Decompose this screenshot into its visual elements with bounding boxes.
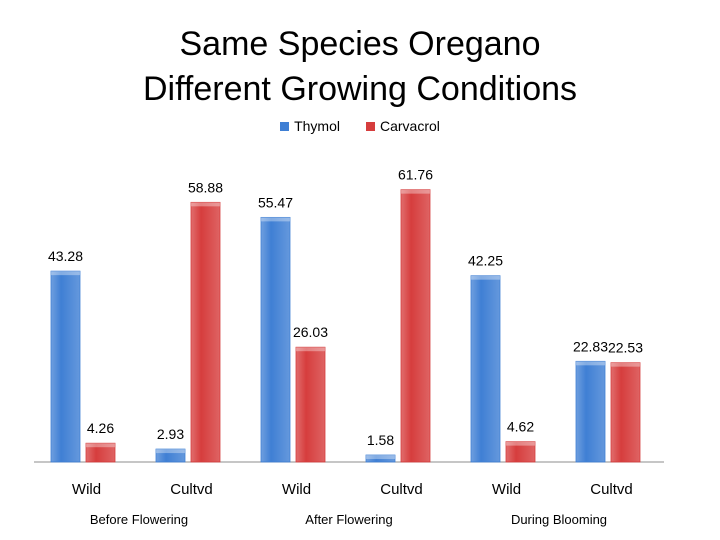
bar-carvacrol-1 xyxy=(190,201,221,463)
bar-thymol-4 xyxy=(470,275,501,463)
category-label-0: Wild xyxy=(72,481,101,498)
category-label-2: Wild xyxy=(282,481,311,498)
bar-carvacrol-4 xyxy=(505,441,536,463)
bar-top-highlight-carvacrol-3 xyxy=(401,189,430,194)
bar-top-highlight-carvacrol-2 xyxy=(296,347,325,352)
category-label-3: Cultvd xyxy=(380,481,423,498)
legend-item-carvacrol: Carvacrol xyxy=(366,118,440,134)
category-label-4: Wild xyxy=(492,481,521,498)
group-label-1: After Flowering xyxy=(305,512,392,527)
legend-item-thymol: Thymol xyxy=(280,118,340,134)
bar-top-highlight-thymol-3 xyxy=(366,455,395,460)
chart-title-line-2: Different Growing Conditions xyxy=(142,70,578,108)
bar-thymol-5 xyxy=(575,360,606,463)
category-label-1: Cultvd xyxy=(170,481,213,498)
group-label-0: Before Flowering xyxy=(90,512,188,527)
group-label-2: During Blooming xyxy=(511,512,607,527)
bar-top-highlight-carvacrol-1 xyxy=(191,202,220,207)
bar-top-highlight-thymol-0 xyxy=(51,271,80,276)
data-label-thymol-0: 43.28 xyxy=(48,248,83,264)
bar-top-highlight-carvacrol-5 xyxy=(611,362,640,367)
bar-top-highlight-carvacrol-4 xyxy=(506,441,535,446)
data-label-carvacrol-0: 4.26 xyxy=(87,420,114,436)
data-label-carvacrol-2: 26.03 xyxy=(293,324,328,340)
data-label-thymol-4: 42.25 xyxy=(468,253,503,269)
data-label-carvacrol-5: 22.53 xyxy=(608,340,643,356)
chart-title-line-1: Same Species Oregano xyxy=(179,25,541,63)
data-label-thymol-1: 2.93 xyxy=(157,426,184,442)
bar-top-highlight-carvacrol-0 xyxy=(86,443,115,448)
category-label-5: Cultvd xyxy=(590,481,633,498)
bar-top-highlight-thymol-2 xyxy=(261,217,290,222)
bar-carvacrol-2 xyxy=(295,346,326,463)
legend-label-thymol: Thymol xyxy=(294,118,340,134)
bar-carvacrol-0 xyxy=(85,442,116,463)
data-label-carvacrol-1: 58.88 xyxy=(188,179,223,195)
data-label-thymol-2: 55.47 xyxy=(258,194,293,210)
data-label-carvacrol-4: 4.62 xyxy=(507,419,534,435)
bar-thymol-2 xyxy=(260,216,291,463)
bar-carvacrol-5 xyxy=(610,362,641,463)
bar-carvacrol-3 xyxy=(400,189,431,463)
bar-thymol-3 xyxy=(365,454,396,463)
legend: Thymol Carvacrol xyxy=(0,118,720,134)
data-label-thymol-5: 22.83 xyxy=(573,338,608,354)
chart-title: Same Species Oregano Different Growing C… xyxy=(0,22,720,112)
bar-thymol-0 xyxy=(50,270,81,463)
bar-top-highlight-thymol-1 xyxy=(156,449,185,454)
bar-top-highlight-thymol-5 xyxy=(576,361,605,366)
bar-thymol-1 xyxy=(155,448,186,463)
legend-swatch-thymol xyxy=(280,121,290,131)
data-label-thymol-3: 1.58 xyxy=(367,432,394,448)
bar-top-highlight-thymol-4 xyxy=(471,275,500,280)
legend-swatch-carvacrol xyxy=(366,121,375,131)
data-label-carvacrol-3: 61.76 xyxy=(398,167,433,183)
legend-label-carvacrol: Carvacrol xyxy=(380,118,440,134)
